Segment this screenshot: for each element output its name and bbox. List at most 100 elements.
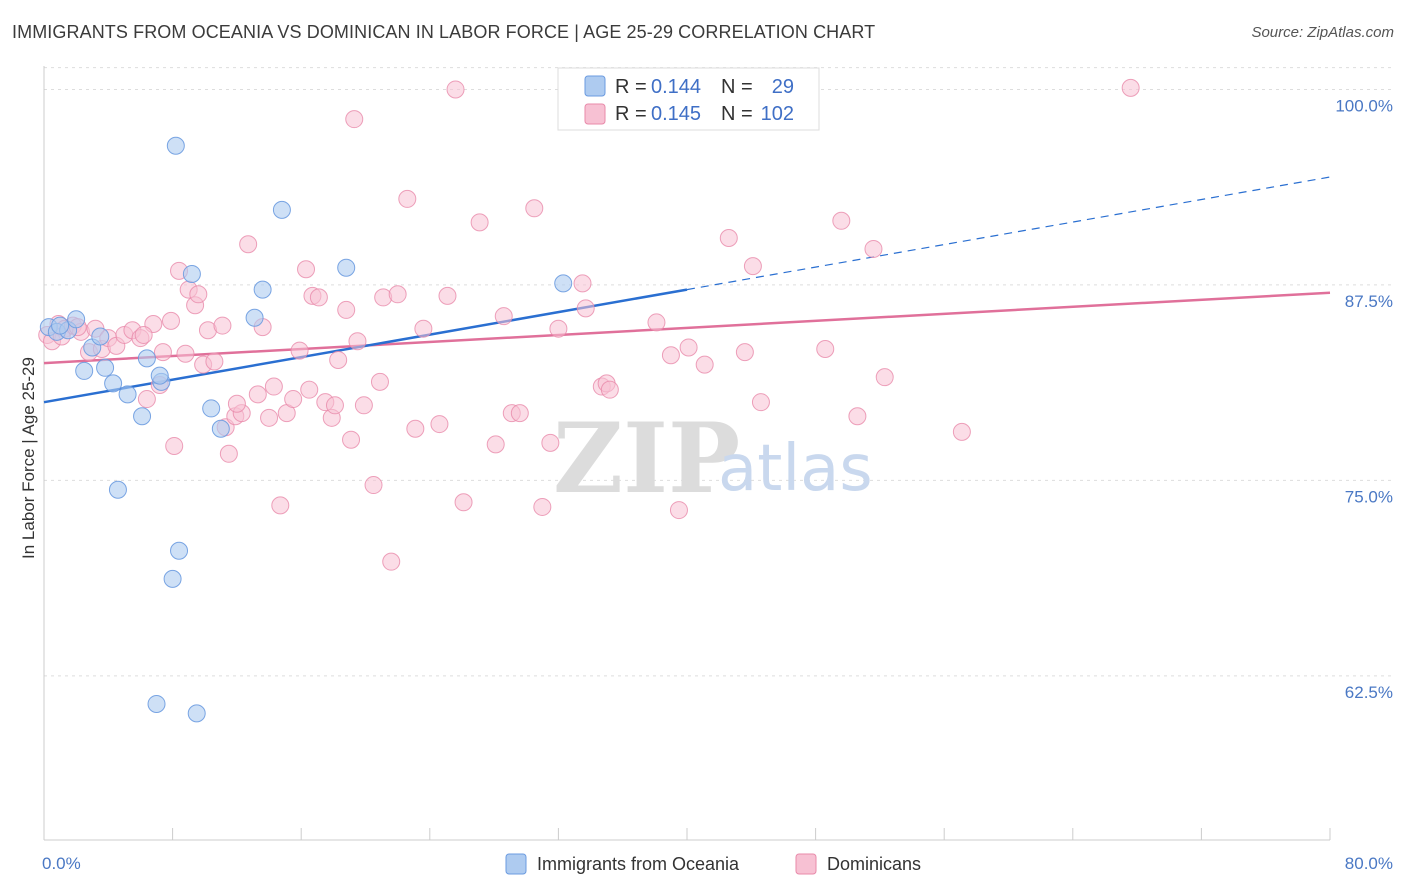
dominican-point-40 xyxy=(290,341,309,360)
x-tick-label-1: 80.0% xyxy=(1345,854,1393,873)
oceania-point-23 xyxy=(554,274,573,293)
dominican-point-71 xyxy=(541,433,560,452)
dominican-point-62 xyxy=(446,80,465,99)
dominican-points xyxy=(38,78,1140,571)
oceania-point-27 xyxy=(187,704,206,723)
dominican-point-63 xyxy=(454,493,473,512)
bottom-legend-label-dominican: Dominicans xyxy=(827,854,921,874)
oceania-point-25 xyxy=(163,569,182,588)
oceania-point-9 xyxy=(118,385,137,404)
oceania-point-19 xyxy=(245,308,264,327)
oceania-point-15 xyxy=(166,136,185,155)
dominican-point-82 xyxy=(679,338,698,357)
dominican-point-78 xyxy=(600,380,619,399)
dominican-point-72 xyxy=(549,319,568,338)
dominican-trend-line xyxy=(43,291,1331,365)
legend-n-value-2: 102 xyxy=(761,103,794,125)
y-tick-label-0: 62.5% xyxy=(1345,683,1393,702)
oceania-point-3 xyxy=(67,310,86,329)
dominican-point-51 xyxy=(348,332,367,351)
axes xyxy=(43,66,1331,841)
oceania-points xyxy=(39,136,573,723)
oceania-point-10 xyxy=(108,480,127,499)
dominican-point-36 xyxy=(264,377,283,396)
oceania-point-20 xyxy=(253,280,272,299)
dominican-point-88 xyxy=(816,340,835,359)
dominican-point-83 xyxy=(695,355,714,374)
watermark: ZIP atlas xyxy=(553,402,873,515)
dominican-point-87 xyxy=(751,393,770,412)
legend-n-label-1: N = xyxy=(721,76,753,98)
oceania-point-26 xyxy=(147,694,166,713)
dominican-point-98 xyxy=(189,285,208,304)
dominican-point-91 xyxy=(864,239,883,258)
dominican-point-17 xyxy=(153,343,172,362)
dominican-point-46 xyxy=(325,396,344,415)
dominican-point-61 xyxy=(438,286,457,305)
dominican-point-93 xyxy=(952,422,971,441)
oceania-point-17 xyxy=(202,399,221,418)
oceania-point-21 xyxy=(272,200,291,219)
dominican-point-53 xyxy=(364,476,383,495)
dominican-point-56 xyxy=(382,552,401,571)
dominican-point-39 xyxy=(284,390,303,409)
dominican-point-47 xyxy=(329,350,348,369)
oceania-point-14 xyxy=(150,366,169,385)
legend-r-label-2: R = xyxy=(615,103,647,125)
dominican-point-14 xyxy=(137,390,156,409)
bottom-legend-label-oceania: Immigrants from Oceania xyxy=(537,854,740,874)
oceania-point-8 xyxy=(104,374,123,393)
dominican-point-79 xyxy=(647,313,666,332)
dominican-point-94 xyxy=(1121,78,1140,97)
legend-r-value-1: 0.144 xyxy=(651,76,701,98)
trend-lines xyxy=(43,176,1331,404)
dominican-point-27 xyxy=(213,316,232,335)
watermark-atlas: atlas xyxy=(718,432,873,506)
dominican-point-57 xyxy=(398,189,417,208)
dominican-point-32 xyxy=(239,235,258,254)
dominican-point-68 xyxy=(510,404,529,423)
y-tick-label-3: 100.0% xyxy=(1335,96,1393,115)
oceania-point-28 xyxy=(51,316,70,335)
dominican-point-64 xyxy=(470,213,489,232)
dominican-point-86 xyxy=(743,257,762,276)
oceania-trend-extension xyxy=(686,176,1331,291)
tick-labels: 62.5% 75.0% 87.5% 100.0% 0.0% 80.0% xyxy=(42,96,1393,873)
dominican-point-60 xyxy=(430,415,449,434)
y-axis-label: In Labor Force | Age 25-29 xyxy=(19,357,38,559)
legend-swatch-dominican xyxy=(584,103,606,125)
dominican-point-80 xyxy=(661,346,680,365)
oceania-point-24 xyxy=(170,541,189,560)
oceania-point-4 xyxy=(75,361,94,380)
dominican-point-58 xyxy=(406,419,425,438)
dominican-point-70 xyxy=(533,497,552,516)
dominican-point-74 xyxy=(573,274,592,293)
oceania-point-18 xyxy=(211,419,230,438)
legend-n-value-1: 29 xyxy=(772,76,794,98)
legend-n-label-2: N = xyxy=(721,103,753,125)
dominican-point-92 xyxy=(875,368,894,387)
dominican-point-69 xyxy=(525,199,544,218)
series-legend: Immigrants from Oceania Dominicans xyxy=(505,853,921,875)
dominican-point-95 xyxy=(388,285,407,304)
dominican-point-18 xyxy=(161,311,180,330)
watermark-zip: ZIP xyxy=(553,402,740,515)
grid-lines xyxy=(44,67,1392,677)
dominican-point-54 xyxy=(370,372,389,391)
dominican-point-48 xyxy=(337,300,356,319)
dominican-point-37 xyxy=(271,496,290,515)
oceania-point-11 xyxy=(133,407,152,426)
oceania-point-22 xyxy=(337,258,356,277)
dominican-point-85 xyxy=(735,343,754,362)
bottom-legend-swatch-dominican xyxy=(795,853,817,875)
stats-legend: R = 0.144 N = 29 R = 0.145 N = 102 xyxy=(557,67,820,131)
oceania-point-16 xyxy=(182,264,201,283)
y-tick-label-2: 87.5% xyxy=(1345,292,1393,311)
dominican-point-50 xyxy=(345,110,364,129)
dominican-point-21 xyxy=(176,344,195,363)
dominican-point-75 xyxy=(576,299,595,318)
dominican-point-59 xyxy=(414,319,433,338)
dominican-point-66 xyxy=(494,307,513,326)
legend-swatch-oceania xyxy=(584,75,606,97)
